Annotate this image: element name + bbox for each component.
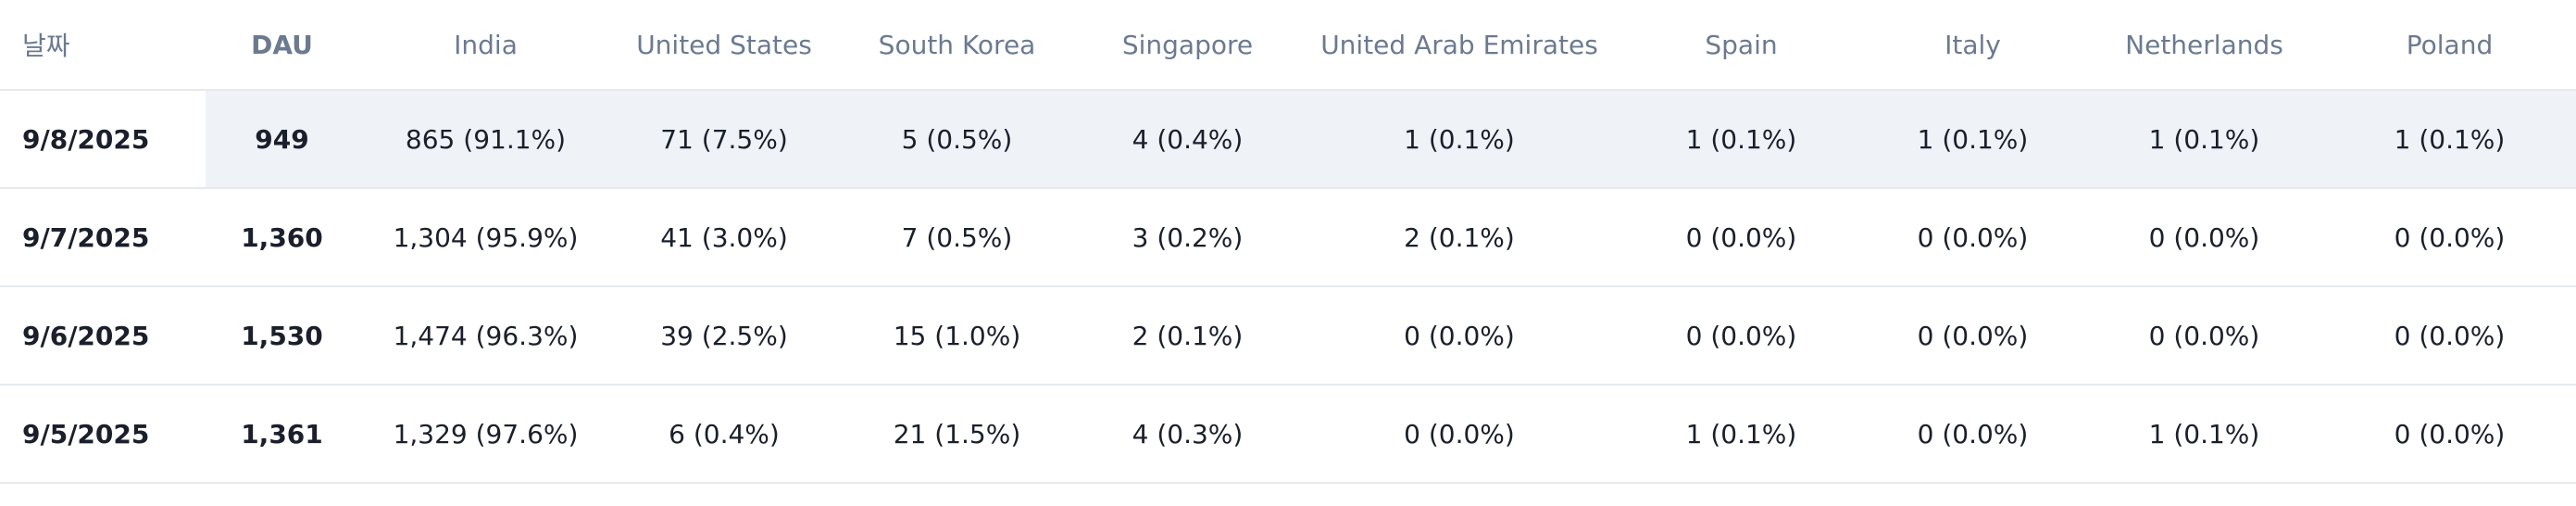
column-header-italy[interactable]: Italy xyxy=(1860,0,2085,91)
country-cell: 1 (0.1%) xyxy=(1622,90,1860,189)
header-row: 날짜 DAU India United States South Korea S… xyxy=(0,0,2576,91)
country-cell: 1 (0.1%) xyxy=(2085,385,2323,484)
date-cell: 9/5/2025 xyxy=(0,385,206,484)
country-cell: 0 (0.0%) xyxy=(1296,286,1622,386)
country-cell: 0 (0.0%) xyxy=(2085,188,2323,287)
column-header-spain[interactable]: Spain xyxy=(1622,0,1860,91)
column-header-south-korea[interactable]: South Korea xyxy=(835,0,1079,91)
column-header-india[interactable]: India xyxy=(358,0,613,91)
country-cell: 39 (2.5%) xyxy=(613,286,835,386)
country-cell: 15 (1.0%) xyxy=(835,286,1079,386)
date-cell: 9/8/2025 xyxy=(0,90,206,189)
table-header: 날짜 DAU India United States South Korea S… xyxy=(0,0,2576,91)
country-cell: 0 (0.0%) xyxy=(1622,188,1860,287)
country-cell: 0 (0.0%) xyxy=(2323,188,2576,287)
country-cell: 5 (0.5%) xyxy=(835,90,1079,189)
country-cell: 7 (0.5%) xyxy=(835,188,1079,287)
country-cell: 1 (0.1%) xyxy=(1622,385,1860,484)
country-cell: 41 (3.0%) xyxy=(613,188,835,287)
country-cell: 1 (0.1%) xyxy=(2085,90,2323,189)
country-cell: 1 (0.1%) xyxy=(1296,90,1622,189)
dau-cell: 1,360 xyxy=(206,188,358,287)
country-cell: 0 (0.0%) xyxy=(2323,385,2576,484)
table-row[interactable]: 9/8/2025 949 865 (91.1%) 71 (7.5%) 5 (0.… xyxy=(0,90,2576,189)
column-header-singapore[interactable]: Singapore xyxy=(1079,0,1296,91)
country-cell: 0 (0.0%) xyxy=(2085,286,2323,386)
country-cell: 1,304 (95.9%) xyxy=(358,188,613,287)
country-cell: 2 (0.1%) xyxy=(1296,188,1622,287)
country-cell: 865 (91.1%) xyxy=(358,90,613,189)
country-cell: 1,474 (96.3%) xyxy=(358,286,613,386)
dau-by-country-table: 날짜 DAU India United States South Korea S… xyxy=(0,0,2576,484)
column-header-date[interactable]: 날짜 xyxy=(0,0,206,91)
column-header-dau[interactable]: DAU xyxy=(206,0,358,91)
table-body: 9/8/2025 949 865 (91.1%) 71 (7.5%) 5 (0.… xyxy=(0,90,2576,484)
country-cell: 1,329 (97.6%) xyxy=(358,385,613,484)
country-cell: 6 (0.4%) xyxy=(613,385,835,484)
country-cell: 21 (1.5%) xyxy=(835,385,1079,484)
country-cell: 0 (0.0%) xyxy=(1860,188,2085,287)
country-cell: 1 (0.1%) xyxy=(1860,90,2085,189)
date-cell: 9/7/2025 xyxy=(0,188,206,287)
country-cell: 1 (0.1%) xyxy=(2323,90,2576,189)
column-header-netherlands[interactable]: Netherlands xyxy=(2085,0,2323,91)
country-cell: 0 (0.0%) xyxy=(2323,286,2576,386)
country-cell: 0 (0.0%) xyxy=(1860,286,2085,386)
country-cell: 0 (0.0%) xyxy=(1296,385,1622,484)
dau-cell: 1,530 xyxy=(206,286,358,386)
dau-cell: 1,361 xyxy=(206,385,358,484)
country-cell: 2 (0.1%) xyxy=(1079,286,1296,386)
country-cell: 0 (0.0%) xyxy=(1622,286,1860,386)
country-cell: 0 (0.0%) xyxy=(1860,385,2085,484)
table-row[interactable]: 9/6/2025 1,530 1,474 (96.3%) 39 (2.5%) 1… xyxy=(0,286,2576,386)
country-cell: 4 (0.4%) xyxy=(1079,90,1296,189)
table-row[interactable]: 9/7/2025 1,360 1,304 (95.9%) 41 (3.0%) 7… xyxy=(0,188,2576,287)
dau-cell: 949 xyxy=(206,90,358,189)
country-cell: 3 (0.2%) xyxy=(1079,188,1296,287)
date-cell: 9/6/2025 xyxy=(0,286,206,386)
table-row[interactable]: 9/5/2025 1,361 1,329 (97.6%) 6 (0.4%) 21… xyxy=(0,385,2576,484)
column-header-united-states[interactable]: United States xyxy=(613,0,835,91)
country-cell: 4 (0.3%) xyxy=(1079,385,1296,484)
column-header-poland[interactable]: Poland xyxy=(2323,0,2576,91)
column-header-united-arab-emirates[interactable]: United Arab Emirates xyxy=(1296,0,1622,91)
country-cell: 71 (7.5%) xyxy=(613,90,835,189)
